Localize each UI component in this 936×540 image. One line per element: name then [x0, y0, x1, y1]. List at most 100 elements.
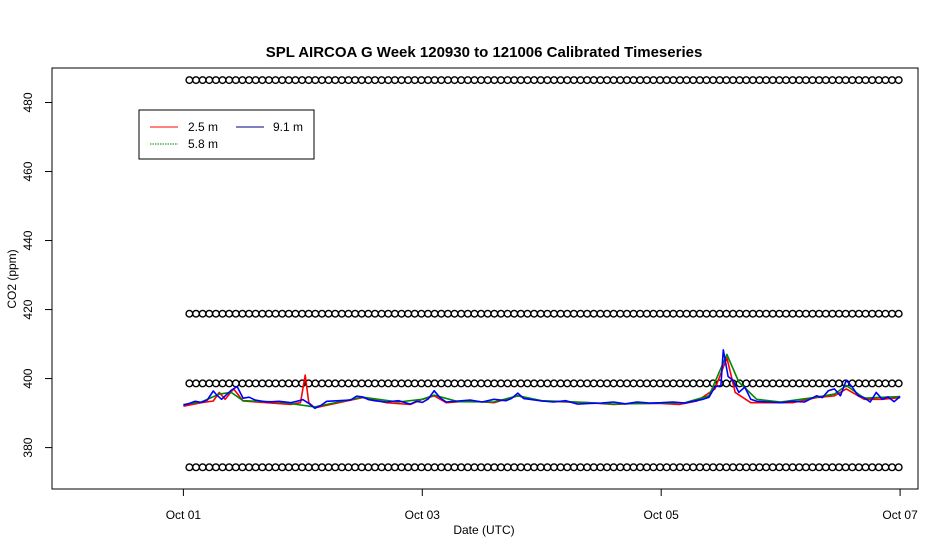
calibration-point — [868, 463, 877, 472]
calibration-point — [629, 463, 638, 472]
calibration-point — [689, 379, 698, 388]
calibration-point — [894, 379, 903, 388]
calibration-point — [861, 463, 870, 472]
calibration-point — [669, 463, 678, 472]
calibration-point — [788, 463, 797, 472]
calibration-point — [477, 309, 486, 318]
calibration-point — [835, 76, 844, 85]
calibration-point — [364, 463, 373, 472]
calibration-point — [788, 309, 797, 318]
calibration-point — [437, 463, 446, 472]
calibration-point — [669, 309, 678, 318]
calibration-point — [782, 76, 791, 85]
calibration-point — [523, 309, 532, 318]
calibration-point — [397, 76, 406, 85]
calibration-point — [218, 309, 227, 318]
calibration-point — [616, 463, 625, 472]
calibration-point — [556, 76, 565, 85]
calibration-point — [357, 379, 366, 388]
calibration-point — [536, 309, 545, 318]
calibration-point — [198, 379, 207, 388]
calibration-point — [191, 76, 200, 85]
calibration-point — [801, 76, 810, 85]
calibration-point — [410, 309, 419, 318]
calibration-point — [503, 76, 512, 85]
calibration-point — [496, 76, 505, 85]
calibration-point — [291, 379, 300, 388]
calibration-point — [463, 463, 472, 472]
calibration-point — [251, 76, 260, 85]
calibration-point — [324, 309, 333, 318]
calibration-point — [748, 309, 757, 318]
calibration-point — [861, 76, 870, 85]
calibration-point — [861, 379, 870, 388]
calibration-point — [629, 76, 638, 85]
calibration-point — [463, 76, 472, 85]
calibration-point — [185, 379, 194, 388]
calibration-point — [596, 309, 605, 318]
x-axis: Oct 01 Oct 03 Oct 05 Oct 07 — [166, 488, 918, 522]
calibration-point — [304, 463, 313, 472]
calibration-point — [702, 379, 711, 388]
calibration-point — [596, 76, 605, 85]
calibration-point — [503, 309, 512, 318]
calibration-point — [291, 76, 300, 85]
calibration-point — [424, 76, 433, 85]
calibration-point — [835, 309, 844, 318]
series-line-9-1-m — [183, 349, 901, 410]
calibration-point — [404, 463, 413, 472]
calibration-point — [364, 76, 373, 85]
calibration-point — [344, 309, 353, 318]
calibration-point — [211, 76, 220, 85]
calibration-point — [881, 379, 890, 388]
calibration-point — [516, 379, 525, 388]
calibration-point — [185, 309, 194, 318]
calibration-point — [404, 379, 413, 388]
calibration-point — [205, 309, 214, 318]
x-tick-label: Oct 03 — [405, 508, 441, 522]
calibration-point — [709, 76, 718, 85]
calibration-point — [258, 463, 267, 472]
calibration-point — [463, 309, 472, 318]
calibration-point — [483, 309, 492, 318]
calibration-point — [457, 309, 466, 318]
calibration-point — [569, 76, 578, 85]
calibration-point — [894, 76, 903, 85]
calibration-point — [821, 379, 830, 388]
calibration-point — [510, 76, 519, 85]
calibration-point — [470, 379, 479, 388]
calibration-point — [569, 309, 578, 318]
calibration-point — [530, 309, 539, 318]
calibration-point — [331, 379, 340, 388]
calibration-point — [722, 76, 731, 85]
calibration-point — [874, 309, 883, 318]
calibration-point — [410, 379, 419, 388]
calibration-point — [636, 76, 645, 85]
calibration-point — [795, 463, 804, 472]
calibration-point — [801, 463, 810, 472]
calibration-point — [390, 76, 399, 85]
calibration-point — [788, 379, 797, 388]
calibration-point — [218, 463, 227, 472]
calibration-point — [430, 379, 439, 388]
calibration-point — [603, 309, 612, 318]
calibration-point — [430, 309, 439, 318]
calibration-point — [835, 463, 844, 472]
calibration-point — [424, 463, 433, 472]
calibration-point — [748, 76, 757, 85]
calibration-point — [324, 463, 333, 472]
calibration-point — [211, 379, 220, 388]
calibration-point — [801, 309, 810, 318]
calibration-point — [331, 76, 340, 85]
legend-label-5-8m: 5.8 m — [188, 137, 218, 151]
calibration-point — [874, 76, 883, 85]
calibration-point — [881, 76, 890, 85]
calibration-point — [483, 76, 492, 85]
calibration-point — [795, 76, 804, 85]
calibration-point — [801, 379, 810, 388]
calibration-point — [788, 76, 797, 85]
calibration-point — [264, 379, 273, 388]
calibration-point — [291, 463, 300, 472]
calibration-point — [364, 379, 373, 388]
calibration-point — [523, 379, 532, 388]
